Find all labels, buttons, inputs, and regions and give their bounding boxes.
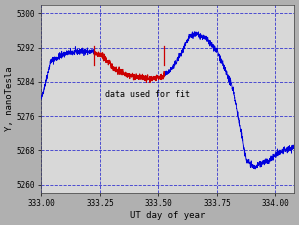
Y-axis label: Y, nanoTesla: Y, nanoTesla [5,67,14,131]
Text: data used for fit: data used for fit [105,90,190,99]
X-axis label: UT day of year: UT day of year [130,211,205,220]
